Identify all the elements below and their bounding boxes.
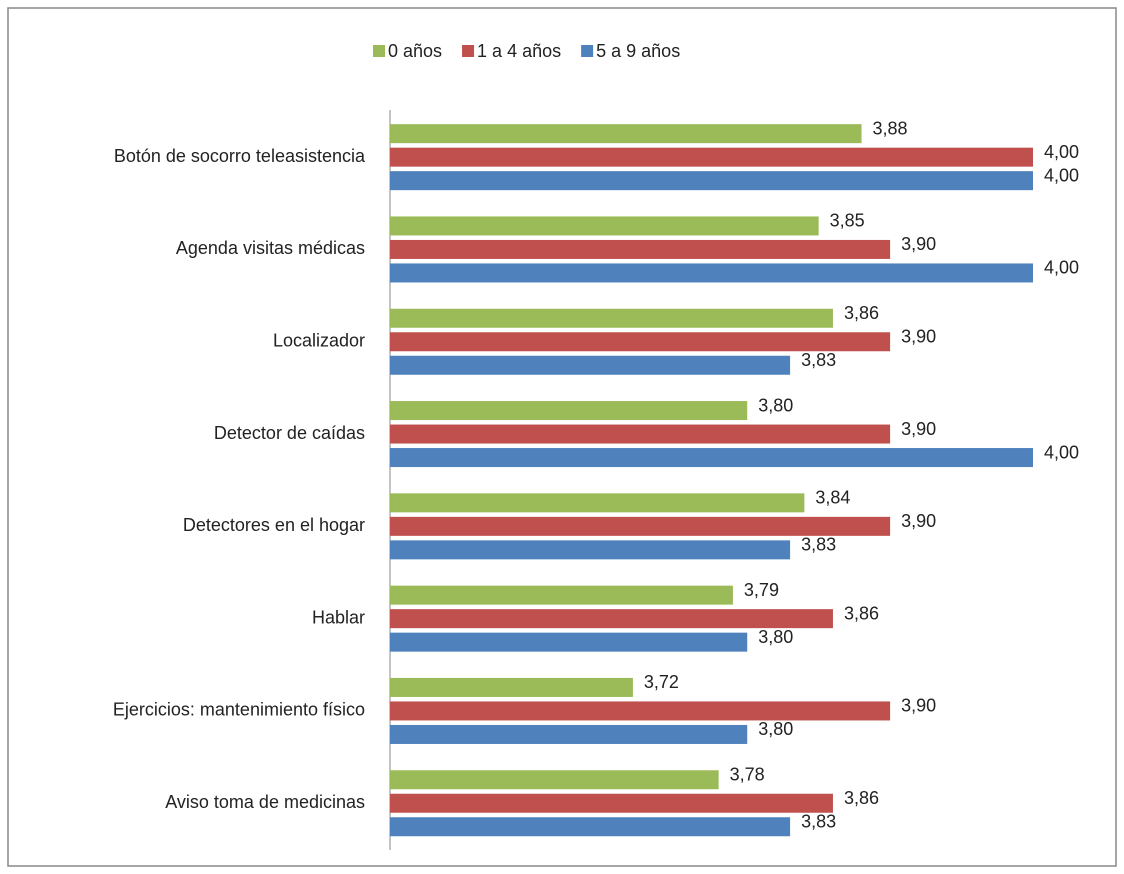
category-label: Localizador xyxy=(273,331,365,351)
category-label: Agenda visitas médicas xyxy=(176,238,365,258)
value-label: 3,85 xyxy=(830,211,865,231)
value-label: 3,84 xyxy=(815,488,850,508)
value-label: 3,83 xyxy=(801,812,836,832)
bar xyxy=(390,701,891,721)
value-label: 3,86 xyxy=(844,603,879,623)
value-label: 3,80 xyxy=(758,627,793,647)
value-label: 3,80 xyxy=(758,719,793,739)
legend-label: 0 años xyxy=(388,41,442,61)
bar xyxy=(390,448,1033,468)
bar xyxy=(390,216,819,236)
category-label: Ejercicios: mantenimiento físico xyxy=(113,700,365,720)
value-label: 4,00 xyxy=(1044,442,1079,462)
value-label: 3,78 xyxy=(730,765,765,785)
bar xyxy=(390,724,748,744)
bar xyxy=(390,540,791,560)
value-label: 3,80 xyxy=(758,395,793,415)
value-label: 4,00 xyxy=(1044,258,1079,278)
bar xyxy=(390,817,791,837)
bar xyxy=(390,355,791,375)
bar xyxy=(390,308,833,328)
value-label: 3,72 xyxy=(644,672,679,692)
value-label: 4,00 xyxy=(1044,165,1079,185)
legend-label: 1 a 4 años xyxy=(477,41,561,61)
category-label: Detectores en el hogar xyxy=(183,515,365,535)
legend-swatch xyxy=(373,45,385,57)
value-label: 3,88 xyxy=(873,118,908,138)
bar xyxy=(390,793,833,813)
value-label: 3,90 xyxy=(901,234,936,254)
bar xyxy=(390,239,891,259)
category-label: Botón de socorro teleasistencia xyxy=(114,146,366,166)
value-label: 3,90 xyxy=(901,696,936,716)
bar xyxy=(390,401,748,421)
value-label: 4,00 xyxy=(1044,142,1079,162)
value-label: 3,83 xyxy=(801,350,836,370)
bar xyxy=(390,609,833,629)
legend-swatch xyxy=(462,45,475,57)
bar xyxy=(390,171,1033,191)
category-label: Detector de caídas xyxy=(214,423,365,443)
value-label: 3,90 xyxy=(901,327,936,347)
bar xyxy=(390,263,1033,283)
value-label: 3,90 xyxy=(901,419,936,439)
bar xyxy=(390,632,748,652)
value-label: 3,79 xyxy=(744,580,779,600)
category-label: Aviso toma de medicinas xyxy=(165,792,365,812)
bar xyxy=(390,332,891,352)
bar xyxy=(390,585,733,605)
value-label: 3,90 xyxy=(901,511,936,531)
bar xyxy=(390,493,805,513)
legend-label: 5 a 9 años xyxy=(596,41,680,61)
bar xyxy=(390,424,891,444)
legend-swatch xyxy=(581,45,594,57)
value-label: 3,83 xyxy=(801,535,836,555)
bar xyxy=(390,516,891,536)
bar xyxy=(390,147,1033,167)
bar xyxy=(390,677,633,697)
value-label: 3,86 xyxy=(844,788,879,808)
value-label: 3,86 xyxy=(844,303,879,323)
category-label: Hablar xyxy=(312,607,365,627)
bar xyxy=(390,770,719,790)
bar xyxy=(390,124,862,144)
